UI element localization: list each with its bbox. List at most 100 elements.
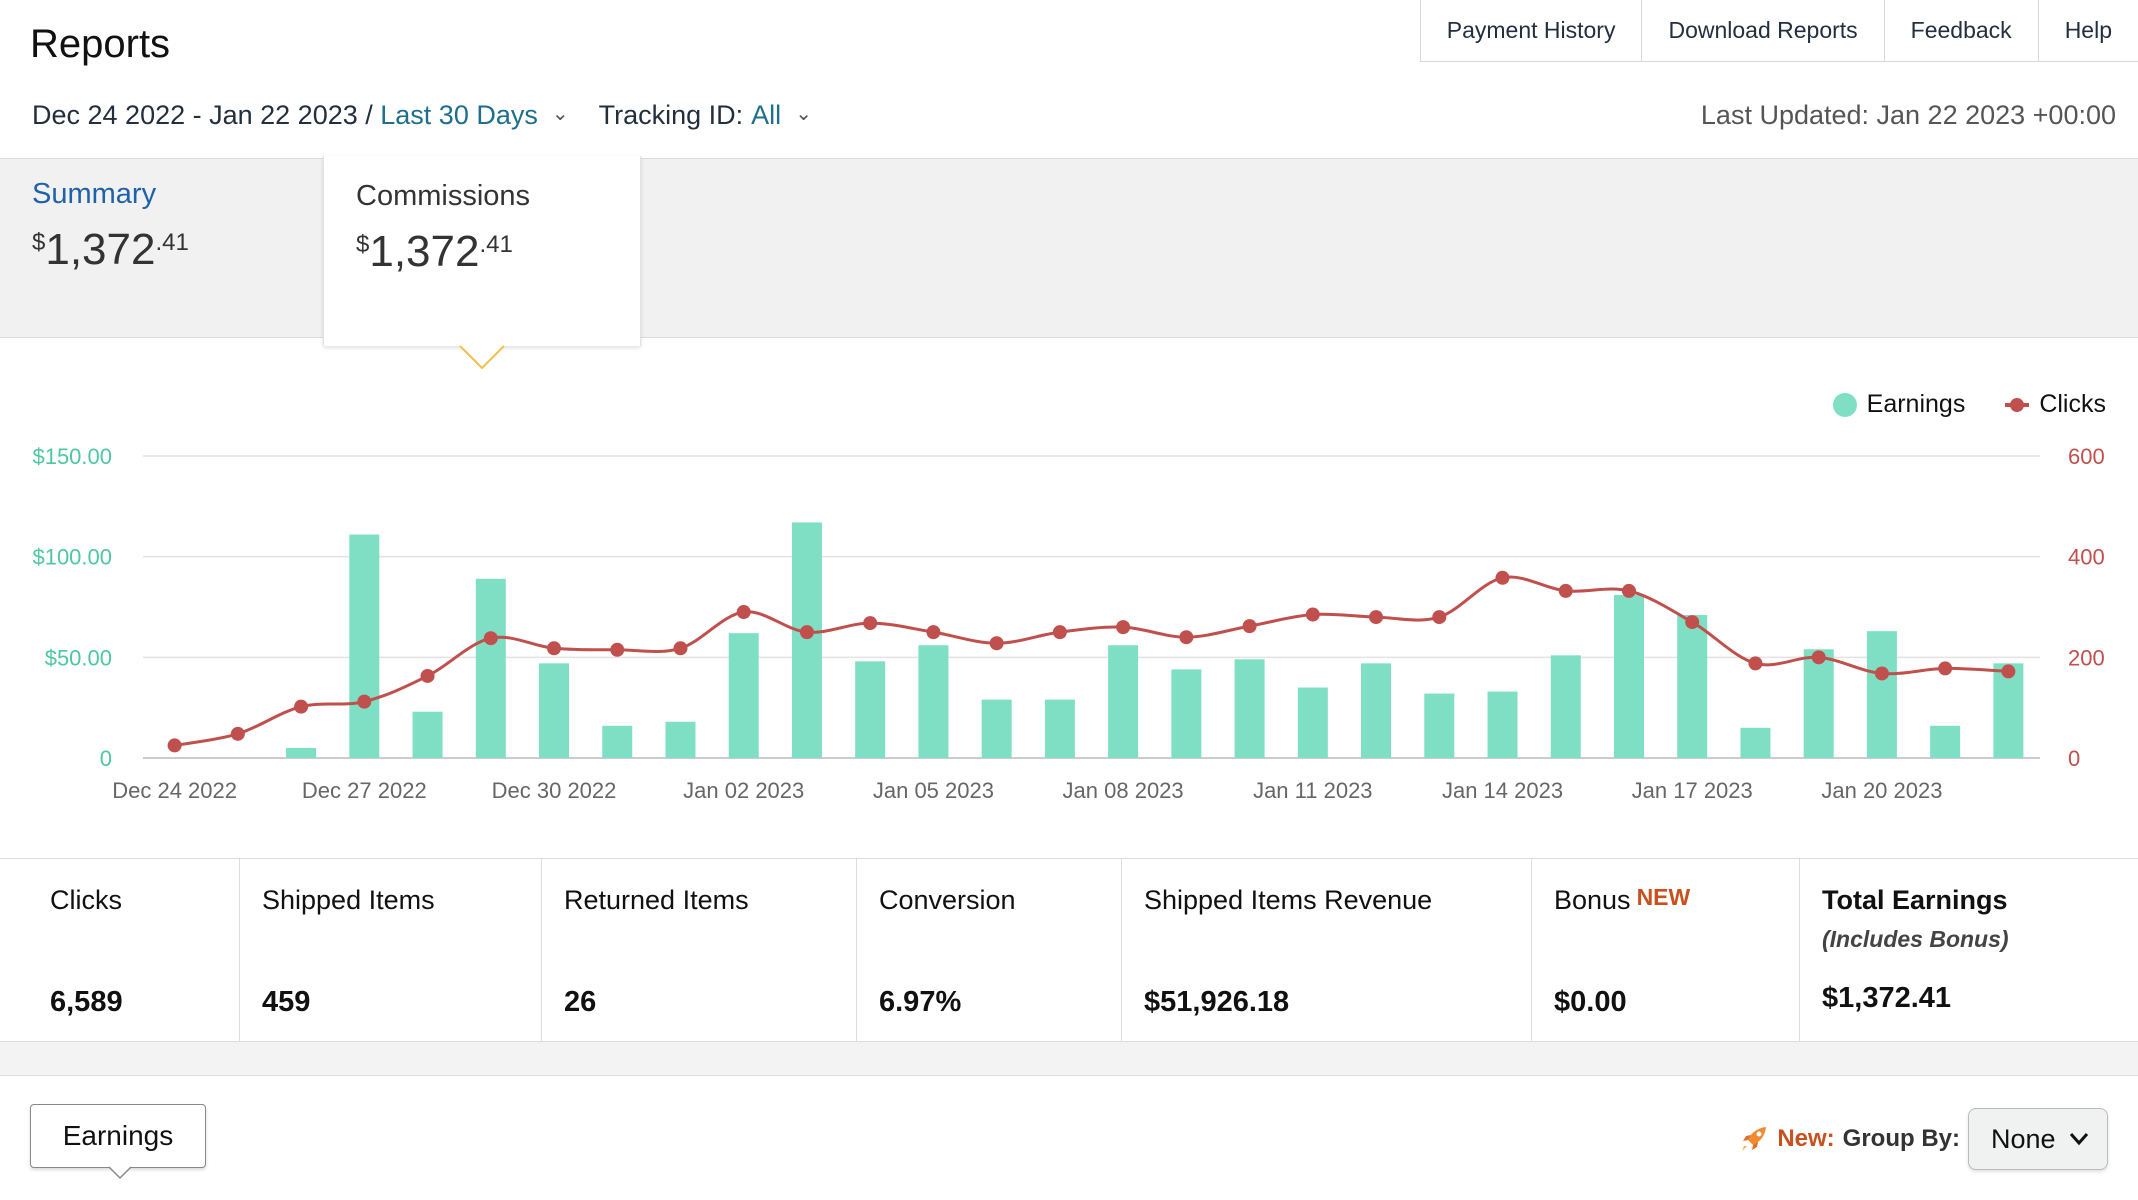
- period-dropdown[interactable]: Last 30 Days: [380, 100, 538, 130]
- x-axis-tick-label: Jan 14 2023: [1442, 778, 1563, 803]
- clicks-line: [174, 575, 2009, 747]
- date-separator: /: [357, 100, 381, 130]
- clicks-point: [1369, 610, 1384, 625]
- earnings-bar: [728, 633, 759, 758]
- earnings-bar: [1297, 687, 1328, 758]
- stat-returned-items: Returned Items 26: [542, 859, 857, 1041]
- x-axis-tick-label: Jan 20 2023: [1821, 778, 1942, 803]
- tab-summary[interactable]: Summary $1,372.41: [32, 178, 189, 275]
- clicks-point: [1242, 619, 1257, 634]
- payment-history-button[interactable]: Payment History: [1420, 0, 1643, 61]
- earnings-bar: [1044, 699, 1075, 758]
- stat-sublabel: (Includes Bonus): [1822, 926, 2009, 952]
- group-by-control: New: Group By: None: [1739, 1108, 2108, 1170]
- earnings-bar: [1803, 649, 1834, 758]
- new-label: New:: [1777, 1125, 1835, 1152]
- clicks-point: [483, 631, 498, 646]
- new-badge: NEW: [1636, 884, 1691, 910]
- earnings-bar: [1171, 669, 1202, 758]
- earnings-bar: [475, 578, 506, 758]
- left-axis-tick-label: 0: [100, 746, 112, 771]
- earnings-bar: [918, 645, 949, 758]
- stat-value: 459: [262, 986, 311, 1018]
- right-axis-tick-label: 600: [2068, 444, 2105, 469]
- clicks-point: [1685, 615, 1700, 630]
- clicks-point: [989, 636, 1004, 651]
- summary-amount: $1,372.41: [32, 225, 189, 274]
- clicks-point: [294, 699, 309, 714]
- clicks-point: [736, 605, 751, 620]
- tracking-id-dropdown[interactable]: All: [751, 100, 782, 130]
- earnings-bar: [1108, 645, 1139, 758]
- earnings-bar: [1613, 594, 1644, 758]
- stat-label: Returned Items: [564, 885, 749, 915]
- earnings-bar: [1550, 655, 1581, 758]
- earnings-bar: [1677, 615, 1708, 758]
- right-axis-tick-label: 400: [2068, 545, 2105, 570]
- earnings-bar: [855, 661, 886, 758]
- clicks-point: [1305, 607, 1320, 622]
- earnings-bar: [412, 711, 443, 758]
- tracking-id-label: Tracking ID:: [598, 100, 744, 130]
- group-by-select[interactable]: None: [1968, 1108, 2108, 1170]
- clicks-point: [610, 642, 625, 657]
- stat-label: Conversion: [879, 885, 1016, 915]
- right-axis-tick-label: 200: [2068, 645, 2105, 670]
- clicks-point: [926, 625, 941, 640]
- clicks-point: [799, 625, 814, 640]
- stat-label: Shipped Items: [262, 885, 435, 915]
- earnings-bar: [1930, 725, 1961, 758]
- feedback-button[interactable]: Feedback: [1884, 0, 2039, 61]
- stat-value: $0.00: [1554, 986, 1627, 1018]
- clicks-point: [673, 641, 688, 656]
- help-button[interactable]: Help: [2038, 0, 2138, 61]
- earnings-bar: [1361, 663, 1392, 758]
- earnings-bar: [1740, 727, 1771, 758]
- clicks-point: [167, 738, 182, 753]
- clicks-point: [1558, 583, 1573, 598]
- clicks-point: [1495, 570, 1510, 585]
- stat-total-earnings: Total Earnings (Includes Bonus) $1,372.4…: [1800, 859, 2138, 1041]
- clicks-point: [1874, 666, 1889, 681]
- x-axis-tick-label: Jan 17 2023: [1632, 778, 1753, 803]
- clicks-point: [1748, 656, 1763, 671]
- stats-row: Clicks 6,589 Shipped Items 459 Returned …: [0, 858, 2138, 1042]
- chevron-down-icon[interactable]: ⌄: [551, 103, 569, 125]
- earnings-bar: [1866, 631, 1897, 758]
- tab-summary-label: Summary: [32, 178, 157, 210]
- last-updated-text: Last Updated: Jan 22 2023 +00:00: [1700, 100, 2116, 130]
- clicks-point: [1116, 620, 1131, 635]
- summary-band: [0, 158, 2138, 338]
- chart-legend: Earnings Clicks: [1832, 390, 2106, 419]
- x-axis-tick-label: Dec 30 2022: [492, 778, 617, 803]
- clicks-point: [357, 694, 372, 709]
- filter-bar: Dec 24 2022 - Jan 22 2023 / Last 30 Days…: [32, 100, 812, 131]
- earnings-legend-label: Earnings: [1866, 390, 1966, 418]
- clicks-point: [1432, 610, 1447, 625]
- stat-label: Shipped Items Revenue: [1144, 885, 1433, 915]
- earnings-tab-button[interactable]: Earnings: [30, 1104, 206, 1168]
- download-reports-button[interactable]: Download Reports: [1642, 0, 1885, 61]
- tab-commissions-label: Commissions: [356, 180, 531, 212]
- clicks-point: [230, 726, 245, 741]
- clicks-point: [2001, 664, 2016, 679]
- left-axis-tick-label: $50.00: [45, 645, 112, 670]
- stat-label: Total Earnings: [1822, 885, 2008, 915]
- stat-label: Bonus NEW: [1554, 884, 1691, 915]
- clicks-point: [863, 616, 878, 631]
- chevron-down-icon[interactable]: ⌄: [795, 103, 812, 125]
- tab-commissions[interactable]: Commissions $1,372.41: [323, 156, 641, 346]
- earnings-bar: [349, 534, 380, 758]
- earnings-bar: [1993, 663, 2024, 758]
- active-tab-caret-icon: [459, 345, 505, 370]
- stat-value: $1,372.41: [1822, 982, 1952, 1014]
- right-axis-tick-label: 0: [2068, 746, 2080, 771]
- stat-value: 6.97%: [879, 986, 962, 1018]
- x-axis-tick-label: Jan 05 2023: [873, 778, 994, 803]
- stat-value: 26: [564, 986, 597, 1018]
- clicks-point: [1052, 625, 1067, 640]
- earnings-bar: [1424, 693, 1455, 758]
- x-axis-tick-label: Jan 08 2023: [1063, 778, 1184, 803]
- stat-value: $51,926.18: [1144, 986, 1290, 1018]
- earnings-bar: [286, 747, 317, 758]
